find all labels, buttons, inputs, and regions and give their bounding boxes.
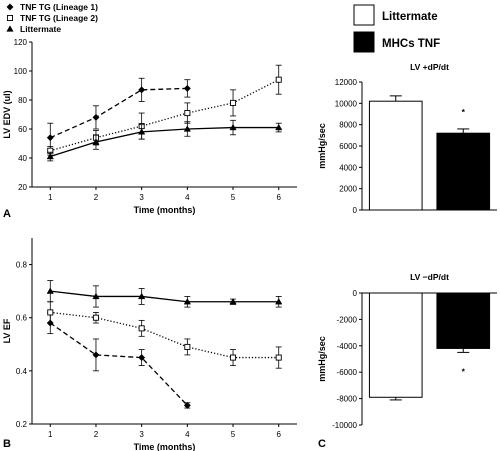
bar-c-bottom-1	[436, 292, 491, 349]
chart-title-c-top: LV +dP/dt	[410, 62, 449, 72]
y-tick-label-c-bottom: -6000	[337, 368, 358, 377]
x-tick-label-a: 2	[94, 193, 99, 202]
data-point-b-0	[92, 351, 100, 359]
y-tick-label-c-bottom: -8000	[337, 395, 358, 404]
data-point-a-0	[46, 134, 54, 142]
series-line-b-2	[50, 290, 279, 303]
y-tick-label-b: 0.8	[16, 261, 28, 270]
x-tick-label-a: 4	[185, 193, 190, 202]
data-point-a-1	[184, 110, 191, 117]
x-tick-label-b: 4	[185, 430, 190, 439]
y-tick-label-c-bottom: -2000	[337, 315, 358, 324]
data-point-b-1	[184, 343, 191, 350]
series-line-b-1	[50, 311, 279, 359]
y-tick-label-b: 0.6	[16, 314, 28, 323]
data-point-a-2	[46, 152, 54, 160]
y-tick-label-c-top: 6000	[339, 142, 357, 151]
data-point-b-2	[138, 292, 146, 300]
data-point-b-1	[138, 325, 145, 332]
legend-swatch-right-1	[353, 31, 375, 53]
panel-label-b: B	[3, 438, 11, 450]
series-line-a-1	[50, 79, 280, 152]
x-axis-title-a: Time (months)	[134, 205, 196, 215]
y-tick-label-c-top: 12000	[335, 78, 358, 87]
x-tick-label-b: 1	[48, 430, 53, 439]
data-point-a-1	[275, 76, 282, 83]
x-tick-label-b: 6	[276, 430, 281, 439]
data-point-a-2	[229, 123, 237, 131]
legend-label-1: TNF TG (Lineage 2)	[20, 13, 98, 23]
data-point-a-1	[230, 99, 237, 106]
data-point-b-2	[275, 298, 283, 305]
x-tick-label-b: 3	[139, 430, 144, 439]
y-axis-title-c-top: mmHg/sec	[317, 123, 327, 169]
data-point-b-1	[275, 354, 282, 361]
y-tick-label-a: 100	[14, 67, 28, 76]
y-axis-title-a: LV EDV (ul)	[2, 90, 12, 138]
y-tick-label-c-bottom: -4000	[337, 342, 358, 351]
y-tick-label-a: 40	[18, 154, 27, 163]
panel-label-c: C	[318, 438, 326, 450]
significance-marker-c-top: *	[462, 107, 466, 117]
y-tick-label-c-top: 8000	[339, 121, 357, 130]
y-tick-label-c-top: 4000	[339, 163, 357, 172]
y-axis-title-b: LV EF	[2, 318, 12, 343]
y-tick-label-c-top: 2000	[339, 185, 357, 194]
y-tick-label-b: 0.2	[16, 420, 28, 429]
series-line-b-0	[49, 322, 188, 406]
data-point-a-2	[92, 138, 100, 145]
data-point-b-1	[47, 309, 54, 316]
panel-label-a: A	[3, 208, 11, 220]
legend-label-right-1: MHCs TNF	[382, 38, 440, 50]
x-tick-label-a: 5	[231, 193, 236, 202]
legend-label-2: Littermate	[20, 24, 61, 34]
data-point-a-0	[138, 86, 146, 94]
legend-label-right-0: Littermate	[382, 11, 438, 23]
significance-marker-c-bottom: *	[462, 366, 466, 376]
x-tick-label-b: 5	[231, 430, 236, 439]
data-point-b-2	[92, 292, 100, 300]
y-tick-label-c-bottom: -10000	[332, 421, 357, 430]
x-tick-label-b: 2	[94, 430, 99, 439]
data-point-b-0	[183, 401, 191, 409]
data-point-b-1	[92, 314, 99, 321]
data-point-a-0	[183, 84, 191, 92]
y-tick-label-c-bottom: 0	[353, 289, 358, 298]
data-point-a-0	[92, 113, 100, 121]
x-tick-label-a: 3	[139, 193, 144, 202]
x-tick-label-a: 6	[276, 193, 281, 202]
data-point-b-2	[183, 298, 191, 305]
x-axis-title-b: Time (months)	[134, 442, 196, 451]
x-tick-label-a: 1	[48, 193, 53, 202]
data-point-a-2	[275, 123, 283, 131]
y-tick-label-c-top: 0	[353, 206, 358, 215]
legend-marker-2	[6, 25, 14, 32]
data-point-a-2	[183, 125, 191, 132]
series-line-a-0	[50, 87, 188, 139]
data-point-b-1	[230, 354, 237, 361]
y-tick-label-a: 60	[18, 125, 27, 134]
y-tick-label-a: 20	[18, 183, 27, 192]
data-point-a-2	[138, 128, 146, 135]
legend-swatch-right-0	[353, 4, 375, 26]
y-tick-label-a: 80	[18, 96, 27, 105]
y-axis-title-c-bottom: mmHg/sec	[317, 336, 327, 382]
data-point-b-0	[138, 354, 146, 362]
bar-c-bottom-0	[368, 292, 423, 398]
y-tick-label-a: 120	[14, 38, 28, 47]
legend-label-0: TNF TG (Lineage 1)	[20, 2, 98, 12]
bar-c-top-1	[436, 132, 491, 211]
y-tick-label-c-top: 10000	[335, 99, 358, 108]
y-tick-label-b: 0.4	[16, 367, 28, 376]
bar-c-top-0	[368, 100, 423, 211]
data-point-b-2	[229, 298, 237, 305]
data-point-b-2	[46, 287, 54, 294]
series-line-a-2	[50, 126, 279, 158]
legend-marker-1	[6, 14, 14, 22]
legend-marker-0	[6, 3, 14, 11]
chart-title-c-bottom: LV −dP/dt	[410, 272, 449, 282]
